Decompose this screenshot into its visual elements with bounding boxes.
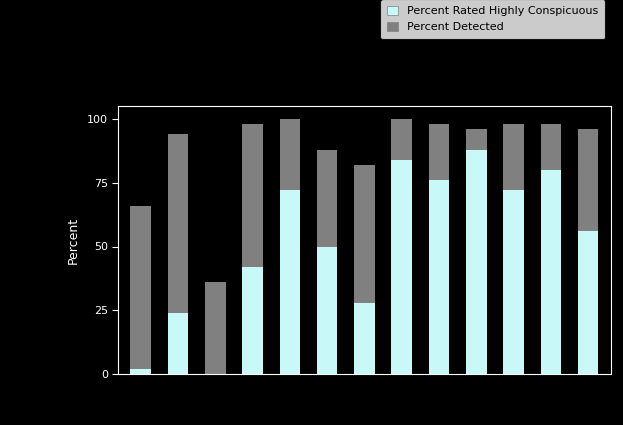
- Bar: [317, 150, 338, 374]
- Bar: [391, 160, 412, 374]
- Bar: [466, 150, 487, 374]
- Bar: [578, 231, 599, 374]
- Bar: [429, 180, 449, 374]
- Bar: [354, 165, 374, 374]
- Bar: [578, 129, 599, 374]
- Bar: [242, 124, 263, 374]
- Bar: [280, 190, 300, 374]
- Bar: [280, 119, 300, 374]
- Bar: [205, 282, 226, 374]
- Bar: [242, 267, 263, 374]
- Bar: [130, 206, 151, 374]
- Bar: [168, 134, 188, 374]
- Bar: [466, 129, 487, 374]
- Legend: Percent Rated Highly Conspicuous, Percent Detected: Percent Rated Highly Conspicuous, Percen…: [381, 0, 605, 39]
- Y-axis label: Percent: Percent: [67, 217, 80, 264]
- Bar: [354, 303, 374, 374]
- Bar: [503, 190, 524, 374]
- Bar: [429, 124, 449, 374]
- Bar: [168, 313, 188, 374]
- Bar: [391, 119, 412, 374]
- Bar: [317, 246, 338, 374]
- Bar: [541, 124, 561, 374]
- Bar: [503, 124, 524, 374]
- Bar: [130, 369, 151, 374]
- Bar: [541, 170, 561, 374]
